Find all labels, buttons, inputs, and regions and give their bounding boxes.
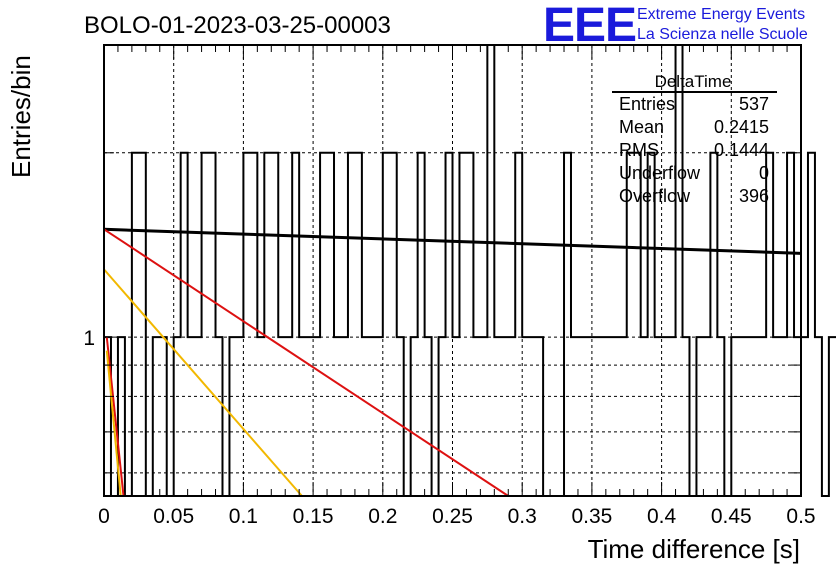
fit-line-red — [103, 228, 509, 497]
x-tick-label: 0.2 — [368, 505, 397, 528]
stats-row-value: 396 — [739, 186, 769, 206]
fit-line-black — [103, 227, 802, 255]
stats-row-label: Overflow — [619, 186, 691, 206]
x-tick-label: 0.1 — [229, 505, 258, 528]
stats-row-label: Entries — [619, 94, 675, 114]
logo-wordmark: EEE — [543, 0, 636, 52]
stats-row-label: Underflow — [619, 163, 701, 183]
histogram-outline — [103, 44, 836, 497]
fit-curves — [103, 227, 802, 497]
logo-subtitle-line1: Extreme Energy Events — [637, 6, 805, 23]
fit-line-red — [105, 336, 125, 497]
stats-box-name: DeltaTime — [655, 72, 732, 91]
eee-logo: EEE Extreme Energy Events La Scienza nel… — [543, 0, 808, 52]
fit-line-yellow — [105, 350, 122, 497]
logo-subtitle-line2: La Scienza nelle Scuole — [637, 26, 808, 43]
stats-row-value: 0.1444 — [714, 140, 769, 160]
y-tick-label: 1 — [83, 327, 95, 350]
x-tick-label: 0.25 — [432, 505, 473, 528]
y-axis-title: Entries/bin — [6, 55, 36, 178]
x-tick-label: 0.5 — [786, 505, 815, 528]
x-tick-label: 0.15 — [293, 505, 334, 528]
axes: 0 0.05 0.1 0.15 0.2 0.25 0.3 0.35 0.4 0.45 0.5 1 — [83, 44, 816, 528]
stats-box: DeltaTime Entries 537 Mean 0.2415 RMS 0.1444 U… — [612, 72, 777, 206]
histogram-layer — [103, 44, 836, 497]
x-tick-label: 0.45 — [711, 505, 752, 528]
x-tick-label: 0 — [98, 505, 110, 528]
x-axis-title: Time difference [s] — [588, 534, 800, 564]
stats-rows: Entries 537 Mean 0.2415 RMS 0.1444 Underflow 0 O… — [619, 94, 769, 206]
fit-line-yellow — [103, 268, 303, 497]
x-tick-label: 0.35 — [571, 505, 612, 528]
stats-row-label: Mean — [619, 117, 664, 137]
stats-row-value: 537 — [739, 94, 769, 114]
x-tick-label: 0.4 — [647, 505, 677, 528]
x-tick-label: 0.3 — [508, 505, 537, 528]
stats-row-label: RMS — [619, 140, 659, 160]
x-tick-label: 0.05 — [153, 505, 194, 528]
run-title: BOLO-01-2023-03-25-00003 — [84, 12, 391, 39]
stats-row-value: 0.2415 — [714, 117, 769, 137]
stats-row-value: 0 — [759, 163, 769, 183]
